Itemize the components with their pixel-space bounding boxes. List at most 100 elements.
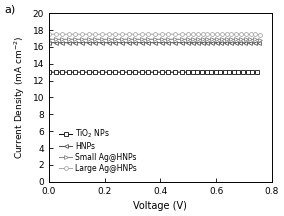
HNPs: [114, 41, 117, 44]
Large Ag@HNPs: [173, 33, 177, 36]
HNPs: [60, 41, 64, 44]
Y-axis label: Current Density (mA cm$^{-2}$): Current Density (mA cm$^{-2}$): [12, 36, 27, 159]
HNPs: [187, 41, 190, 44]
HNPs: [220, 41, 223, 44]
TiO$_2$ NPs: [223, 71, 226, 73]
Large Ag@HNPs: [187, 33, 190, 36]
Small Ag@HNPs: [210, 38, 214, 41]
Large Ag@HNPs: [107, 33, 110, 36]
TiO$_2$ NPs: [237, 71, 240, 73]
Small Ag@HNPs: [133, 38, 137, 41]
Small Ag@HNPs: [215, 38, 219, 41]
Small Ag@HNPs: [254, 38, 257, 41]
Small Ag@HNPs: [94, 38, 97, 41]
HNPs: [201, 41, 204, 44]
HNPs: [180, 41, 183, 44]
Small Ag@HNPs: [167, 38, 170, 41]
Small Ag@HNPs: [244, 38, 247, 41]
Large Ag@HNPs: [210, 33, 214, 36]
TiO$_2$ NPs: [187, 71, 190, 73]
HNPs: [94, 41, 97, 44]
Small Ag@HNPs: [187, 38, 190, 41]
Large Ag@HNPs: [147, 33, 150, 36]
Large Ag@HNPs: [60, 33, 64, 36]
HNPs: [54, 41, 57, 44]
TiO$_2$ NPs: [114, 71, 117, 73]
TiO$_2$ NPs: [74, 71, 77, 73]
HNPs: [107, 41, 110, 44]
Large Ag@HNPs: [258, 33, 262, 36]
HNPs: [87, 41, 90, 44]
HNPs: [206, 41, 209, 44]
Line: Large Ag@HNPs: Large Ag@HNPs: [47, 32, 262, 37]
Large Ag@HNPs: [74, 33, 77, 36]
Large Ag@HNPs: [225, 33, 228, 36]
Small Ag@HNPs: [114, 38, 117, 41]
Text: a): a): [4, 5, 16, 15]
TiO$_2$ NPs: [200, 71, 204, 73]
Large Ag@HNPs: [206, 33, 209, 36]
Large Ag@HNPs: [201, 33, 204, 36]
TiO$_2$ NPs: [87, 71, 90, 73]
HNPs: [47, 41, 51, 44]
Line: Small Ag@HNPs: Small Ag@HNPs: [47, 37, 262, 41]
Large Ag@HNPs: [127, 33, 130, 36]
Small Ag@HNPs: [225, 38, 228, 41]
Small Ag@HNPs: [54, 38, 57, 41]
TiO$_2$ NPs: [255, 71, 258, 74]
Small Ag@HNPs: [160, 38, 164, 41]
Small Ag@HNPs: [196, 38, 200, 41]
HNPs: [127, 41, 130, 44]
TiO$_2$ NPs: [47, 71, 51, 73]
TiO$_2$ NPs: [246, 71, 249, 74]
HNPs: [160, 41, 164, 44]
Small Ag@HNPs: [239, 38, 243, 41]
TiO$_2$ NPs: [227, 71, 231, 73]
TiO$_2$ NPs: [160, 71, 164, 73]
Small Ag@HNPs: [140, 38, 143, 41]
Small Ag@HNPs: [60, 38, 64, 41]
TiO$_2$ NPs: [67, 71, 70, 73]
Small Ag@HNPs: [206, 38, 209, 41]
HNPs: [147, 41, 150, 44]
TiO$_2$ NPs: [147, 71, 150, 73]
TiO$_2$ NPs: [80, 71, 84, 73]
Small Ag@HNPs: [80, 38, 84, 41]
HNPs: [140, 41, 143, 44]
Large Ag@HNPs: [230, 33, 233, 36]
TiO$_2$ NPs: [127, 71, 130, 73]
TiO$_2$ NPs: [218, 71, 222, 73]
Small Ag@HNPs: [153, 38, 157, 41]
HNPs: [239, 41, 242, 44]
Large Ag@HNPs: [100, 33, 104, 36]
Legend: TiO$_2$ NPs, HNPs, Small Ag@HNPs, Large Ag@HNPs: TiO$_2$ NPs, HNPs, Small Ag@HNPs, Large …: [57, 126, 139, 175]
TiO$_2$ NPs: [232, 71, 235, 73]
Small Ag@HNPs: [100, 38, 104, 41]
Large Ag@HNPs: [196, 33, 200, 36]
Large Ag@HNPs: [235, 33, 238, 36]
TiO$_2$ NPs: [167, 71, 170, 73]
HNPs: [173, 41, 177, 44]
Large Ag@HNPs: [120, 33, 124, 36]
Large Ag@HNPs: [54, 33, 57, 36]
Large Ag@HNPs: [87, 33, 90, 36]
HNPs: [191, 41, 195, 44]
Small Ag@HNPs: [258, 38, 262, 41]
TiO$_2$ NPs: [133, 71, 137, 73]
Small Ag@HNPs: [234, 38, 238, 41]
Large Ag@HNPs: [244, 33, 248, 36]
HNPs: [243, 41, 247, 44]
Large Ag@HNPs: [153, 33, 157, 36]
TiO$_2$ NPs: [191, 71, 195, 73]
TiO$_2$ NPs: [100, 71, 104, 73]
Small Ag@HNPs: [127, 38, 130, 41]
Large Ag@HNPs: [249, 33, 252, 36]
Large Ag@HNPs: [254, 33, 257, 36]
TiO$_2$ NPs: [153, 71, 157, 73]
HNPs: [196, 41, 199, 44]
TiO$_2$ NPs: [205, 71, 208, 73]
Large Ag@HNPs: [47, 33, 51, 36]
Large Ag@HNPs: [114, 33, 117, 36]
TiO$_2$ NPs: [60, 71, 64, 73]
HNPs: [100, 41, 104, 44]
